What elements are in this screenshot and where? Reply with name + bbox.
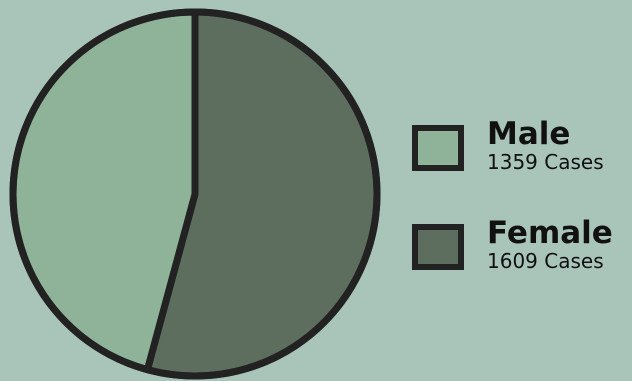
- legend-item-male: Male 1359 Cases: [412, 116, 630, 185]
- pie-chart: [9, 8, 381, 380]
- legend-label-female: Female: [487, 215, 613, 251]
- legend-count-female: 1609 Cases: [487, 249, 604, 273]
- pie-outline: [9, 8, 381, 380]
- legend-item-female: Female 1609 Cases: [412, 215, 630, 284]
- legend-swatch-male: [412, 125, 464, 171]
- legend-label-male: Male: [487, 116, 571, 152]
- legend-swatch-female: [412, 224, 464, 270]
- legend-count-male: 1359 Cases: [487, 150, 604, 174]
